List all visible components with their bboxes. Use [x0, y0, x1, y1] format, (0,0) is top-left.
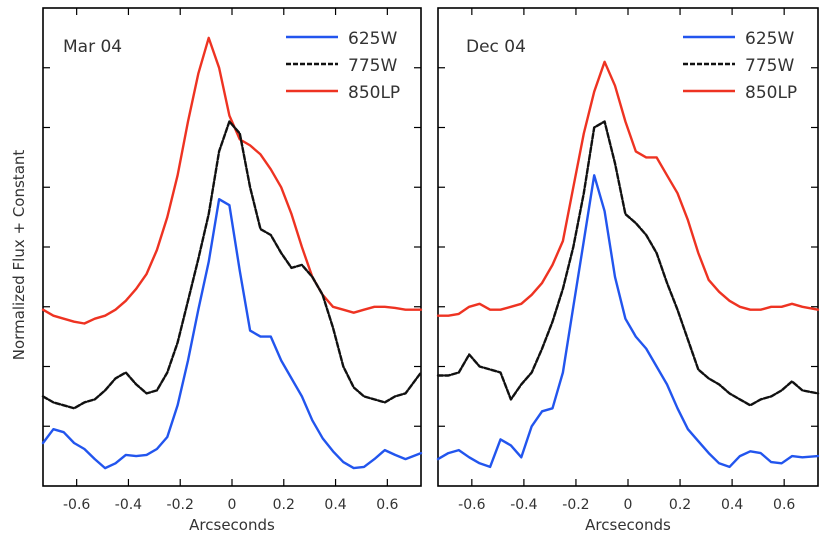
plot-frame [42, 7, 422, 487]
legend-label-775W: 775W [348, 56, 397, 76]
x-tick-label: 0.4 [324, 497, 346, 513]
x-tick-label: 0.2 [669, 497, 691, 513]
series-line-850LP [436, 60, 820, 317]
series-line-850LP [41, 36, 423, 325]
series-line-775W [41, 120, 423, 410]
x-tick-label: 0.6 [773, 497, 795, 513]
y-axis-label: Normalized Flux + Constant [10, 150, 28, 361]
x-tick-label: -0.6 [458, 497, 485, 513]
series-line-775W [436, 120, 820, 407]
series-line-625W [41, 197, 423, 470]
x-tick-labels: -0.6 -0.4 -0.2 0 0.2 0.4 0.6 [458, 497, 795, 513]
panel-mar04: -0.6 -0.4 -0.2 0 0.2 0.4 0.6 Mar 04 Arcseconds… [41, 7, 423, 534]
x-tick-labels: -0.6 -0.4 -0.2 0 0.2 0.4 0.6 [63, 497, 399, 513]
legend: 625W 775W 850LP [286, 29, 400, 103]
x-tick-label: 0.6 [376, 497, 398, 513]
panel-title: Dec 04 [466, 37, 526, 57]
x-tick-label: -0.4 [510, 497, 537, 513]
x-axis-label: Arcseconds [189, 516, 275, 534]
x-tick-label: -0.2 [562, 497, 589, 513]
x-tick-label: 0.4 [721, 497, 743, 513]
panel-title: Mar 04 [63, 37, 122, 57]
x-tick-label: -0.6 [63, 497, 90, 513]
x-tick-label: 0.2 [273, 497, 295, 513]
legend-label-625W: 625W [745, 29, 794, 49]
plot-frame [437, 7, 819, 487]
x-tick-label: 0 [624, 497, 633, 513]
legend-label-775W: 775W [745, 56, 794, 76]
x-tick-label: 0 [228, 497, 237, 513]
series-lines [41, 36, 423, 470]
legend: 625W 775W 850LP [683, 29, 797, 103]
series-line-625W [436, 174, 820, 469]
legend-label-850LP: 850LP [348, 83, 400, 103]
x-tick-label: -0.2 [167, 497, 194, 513]
axis-ticks [438, 8, 818, 486]
series-lines [436, 60, 820, 469]
legend-label-625W: 625W [348, 29, 397, 49]
axis-ticks [43, 8, 421, 486]
x-axis-label: Arcseconds [585, 516, 671, 534]
panel-dec04: -0.6 -0.4 -0.2 0 0.2 0.4 0.6 Dec 04 Arcseconds… [436, 7, 820, 534]
x-tick-label: -0.4 [115, 497, 142, 513]
legend-label-850LP: 850LP [745, 83, 797, 103]
